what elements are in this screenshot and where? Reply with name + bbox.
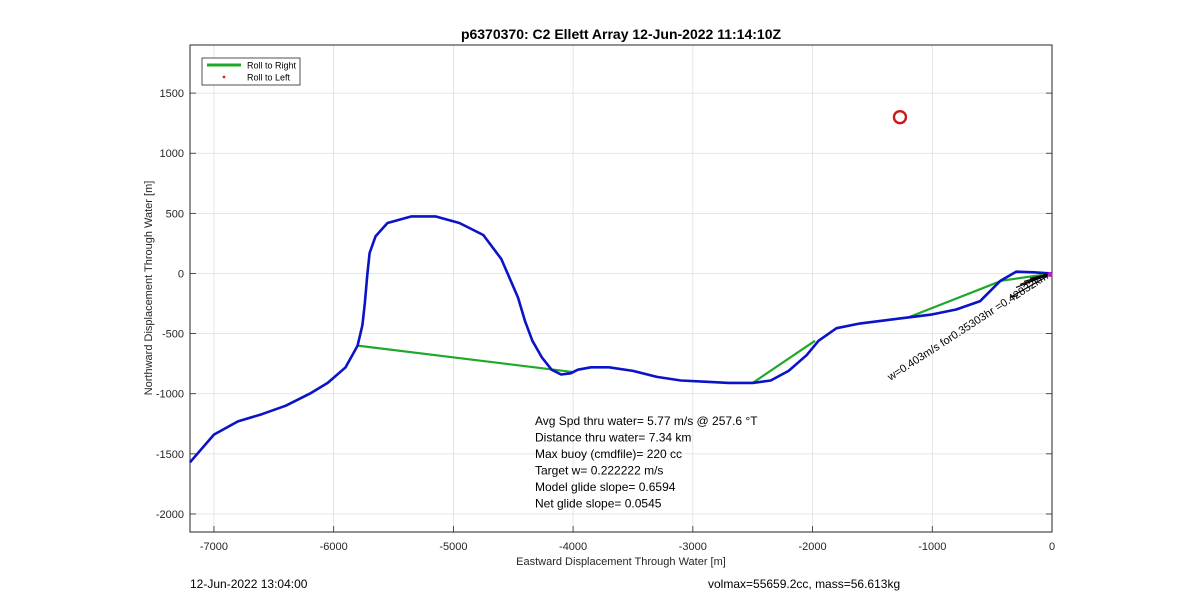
roll-right-segment	[907, 279, 1003, 319]
y-axis: -2000 -1500 -1000 -500 0 500 1000 1500	[156, 88, 1052, 521]
x-axis: -7000 -6000 -5000 -4000 -3000 -2000 -1000 0	[200, 526, 1055, 553]
x-axis-label: Eastward Displacement Through Water [m]	[516, 556, 726, 568]
legend-box	[201, 57, 301, 86]
y-tick-label: 500	[166, 208, 184, 220]
current-annotation: w=0.403m/s for0.35303hr =0.42832km	[885, 270, 1051, 384]
y-tick-label: -500	[162, 329, 184, 341]
current-position-dot	[1047, 271, 1053, 277]
y-tick-label: 0	[178, 268, 184, 280]
y-tick-label: -1500	[156, 449, 184, 461]
y-tick-label: 1000	[160, 148, 184, 160]
roll-right-segment	[357, 344, 574, 374]
legend-swatch-roll-left	[222, 75, 226, 79]
stat-model-glide-slope: Model glide slope= 0.6594	[535, 480, 676, 494]
stat-net-glide-slope: Net glide slope= 0.0545	[535, 497, 662, 511]
plot-area-frame	[189, 44, 1053, 533]
stat-avg-speed: Avg Spd thru water= 5.77 m/s @ 257.6 °T	[535, 414, 758, 428]
x-tick-label: 0	[1049, 541, 1055, 553]
x-tick-label: -3000	[679, 541, 707, 553]
y-tick-label: -1000	[156, 389, 184, 401]
x-tick-label: -2000	[798, 541, 826, 553]
legend-label-roll-right: Roll to Right	[247, 61, 297, 71]
x-tick-label: -5000	[439, 541, 467, 553]
stats-annotation: Avg Spd thru water= 5.77 m/s @ 257.6 °T …	[535, 414, 758, 511]
x-tick-label: -4000	[559, 541, 587, 553]
x-tick-label: -1000	[918, 541, 946, 553]
current-vector-arrowhead	[1009, 294, 1019, 299]
y-tick-label: -2000	[156, 509, 184, 521]
target-circle-marker	[892, 109, 908, 125]
stat-distance: Distance thru water= 7.34 km	[535, 431, 691, 445]
roll-right-segment	[1001, 272, 1053, 282]
current-vector-line	[1009, 272, 1053, 298]
legend-label-roll-left: Roll to Left	[247, 73, 291, 83]
footer-volmax-mass: volmax=55659.2cc, mass=56.613kg	[708, 577, 900, 591]
roll-right-segment	[752, 339, 816, 384]
legend: Roll to Right Roll to Left	[201, 57, 301, 86]
x-tick-label: -7000	[200, 541, 228, 553]
grid	[190, 45, 1053, 532]
footer-timestamp: 12-Jun-2022 13:04:00	[190, 577, 308, 591]
stat-target-w: Target w= 0.222222 m/s	[535, 464, 663, 478]
y-tick-label: 1500	[160, 88, 184, 100]
stat-max-buoy: Max buoy (cmdfile)= 220 cc	[535, 447, 682, 461]
y-axis-label: Northward Displacement Through Water [m]	[143, 181, 155, 396]
x-tick-label: -6000	[320, 541, 348, 553]
plot-data	[189, 109, 1053, 464]
chart-title: p6370370: C2 Ellett Array 12-Jun-2022 11…	[461, 26, 782, 42]
track-line	[189, 215, 1053, 464]
